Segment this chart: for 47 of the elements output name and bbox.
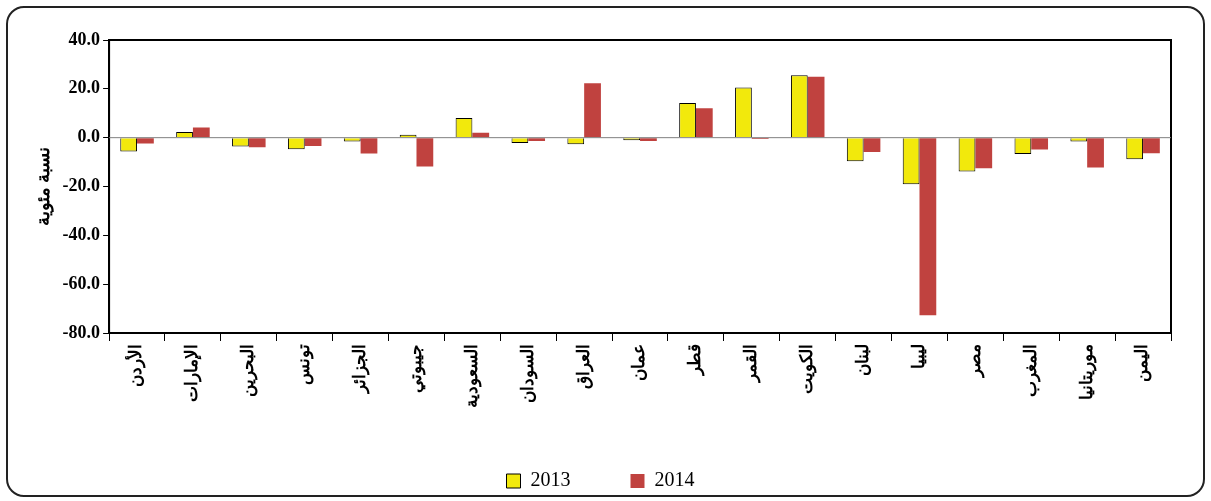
x-tick-label: عمان <box>629 344 649 381</box>
bar <box>137 138 154 144</box>
x-tick-label: الكويت <box>797 344 818 394</box>
x-tick-label: السعودية <box>461 344 482 408</box>
y-tick-label: -60.0 <box>62 272 101 293</box>
x-tick-label: جيبوتي <box>405 344 426 393</box>
x-tick-label: الإمارات <box>182 344 203 402</box>
x-tick-label: الأردن <box>124 344 147 387</box>
bar <box>1087 138 1104 168</box>
x-tick-label: تونس <box>294 344 315 385</box>
y-axis-title: نسبة مئوية <box>33 146 55 227</box>
y-tick-label: -20.0 <box>62 175 101 196</box>
bar <box>528 138 546 142</box>
bar <box>1031 138 1049 150</box>
y-tick-label: -40.0 <box>62 223 101 244</box>
x-tick-label: لبنان <box>853 344 872 376</box>
bar <box>975 138 993 169</box>
bar <box>919 138 937 316</box>
legend-label: 2013 <box>530 468 571 491</box>
x-tick-label: المغرب <box>1020 344 1041 397</box>
x-tick-label: مصر <box>964 344 985 379</box>
x-tick-label: قطر <box>685 344 706 377</box>
y-tick-label: 40.0 <box>68 28 101 49</box>
bar <box>416 138 434 167</box>
bar <box>584 83 601 138</box>
bar <box>863 138 881 153</box>
bar <box>640 138 657 142</box>
y-tick-label: -80.0 <box>62 321 101 342</box>
x-tick-label: اليمن <box>1132 344 1153 382</box>
x-tick-label: ليبيا <box>908 344 928 369</box>
bar <box>192 127 210 138</box>
y-tick-label: 20.0 <box>68 77 101 98</box>
x-tick-label: الجزائر <box>349 344 370 395</box>
bar <box>695 108 713 138</box>
x-tick-label: موريتانيا <box>1076 344 1097 400</box>
x-tick-label: البحرين <box>238 344 259 397</box>
bar <box>248 138 266 148</box>
bar <box>472 132 490 138</box>
y-tick-label: 0.0 <box>77 126 101 147</box>
bar <box>807 76 825 138</box>
bar <box>1143 138 1160 154</box>
x-tick-label: القمر <box>741 344 762 384</box>
bar <box>360 138 378 154</box>
x-tick-label: العراق <box>573 344 594 389</box>
legend-label: 2014 <box>654 468 695 491</box>
bar <box>304 138 322 146</box>
x-tick-label: السودان <box>517 344 538 403</box>
